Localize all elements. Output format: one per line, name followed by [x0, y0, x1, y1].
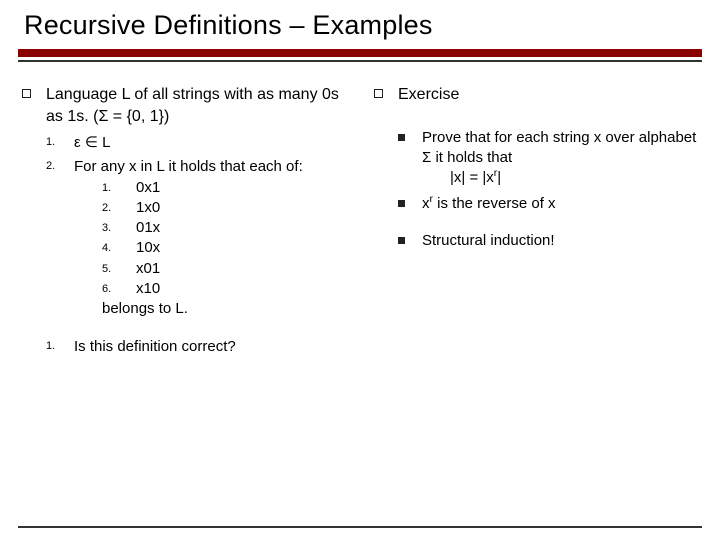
- left-numbered-list: 1. ε ∈ L 2. For any x in L it holds that…: [22, 133, 346, 319]
- left-column: Language L of all strings with as many 0…: [22, 84, 360, 362]
- item-text: Prove that for each string x over alphab…: [422, 129, 696, 166]
- sub-item: 5. x01: [102, 259, 346, 279]
- sub-item: 4. 10x: [102, 238, 346, 258]
- item-text: 0x1: [136, 179, 160, 196]
- list-item: 2. For any x in L it holds that each of:…: [46, 157, 346, 319]
- footer-rule: [18, 526, 702, 528]
- item-text: Is this definition correct?: [74, 338, 236, 355]
- spacer: [22, 323, 346, 337]
- sub-item: 2. 1x0: [102, 198, 346, 218]
- centered-equation: |x| = |xr|: [422, 168, 698, 188]
- sub-item: 1. 0x1: [102, 178, 346, 198]
- left-question-list: 1. Is this definition correct?: [22, 337, 346, 357]
- item-text: Structural induction!: [422, 232, 555, 249]
- item-text: x01: [136, 260, 160, 277]
- list-item: 1. ε ∈ L: [46, 133, 346, 153]
- title-rule: [18, 49, 702, 62]
- slide-title: Recursive Definitions – Examples: [0, 0, 720, 45]
- item-text: ε ∈ L: [74, 134, 110, 151]
- item-text: 1x0: [136, 199, 160, 216]
- spacer: [398, 221, 698, 231]
- list-item: Structural induction!: [398, 231, 698, 251]
- list-item: Prove that for each string x over alphab…: [398, 128, 698, 189]
- item-number: 1.: [46, 339, 55, 354]
- item-number: 4.: [102, 241, 111, 256]
- item-text: xr is the reverse of x: [422, 195, 556, 212]
- right-heading: Exercise: [374, 84, 698, 106]
- item-number: 2.: [46, 159, 55, 174]
- item-text: x10: [136, 280, 160, 297]
- item-number: 1.: [46, 135, 55, 150]
- item-tail: belongs to L.: [74, 299, 346, 319]
- item-number: 6.: [102, 282, 111, 297]
- item-text: 10x: [136, 239, 160, 256]
- sub-item: 6. x10: [102, 279, 346, 299]
- sub-list: 1. 0x1 2. 1x0 3. 01x 4.: [74, 178, 346, 300]
- item-number: 5.: [102, 262, 111, 277]
- left-heading: Language L of all strings with as many 0…: [22, 84, 346, 127]
- sub-item: 3. 01x: [102, 218, 346, 238]
- content-area: Language L of all strings with as many 0…: [0, 62, 720, 362]
- item-text: 01x: [136, 219, 160, 236]
- item-number: 1.: [102, 181, 111, 196]
- right-bullet-list: Prove that for each string x over alphab…: [374, 128, 698, 251]
- rule-thick: [18, 49, 702, 57]
- list-item: xr is the reverse of x: [398, 194, 698, 214]
- list-item: 1. Is this definition correct?: [46, 337, 346, 357]
- slide: Recursive Definitions – Examples Languag…: [0, 0, 720, 540]
- spacer: [374, 112, 698, 128]
- right-column: Exercise Prove that for each string x ov…: [360, 84, 698, 362]
- item-number: 2.: [102, 201, 111, 216]
- item-number: 3.: [102, 221, 111, 236]
- item-text: For any x in L it holds that each of:: [74, 158, 303, 175]
